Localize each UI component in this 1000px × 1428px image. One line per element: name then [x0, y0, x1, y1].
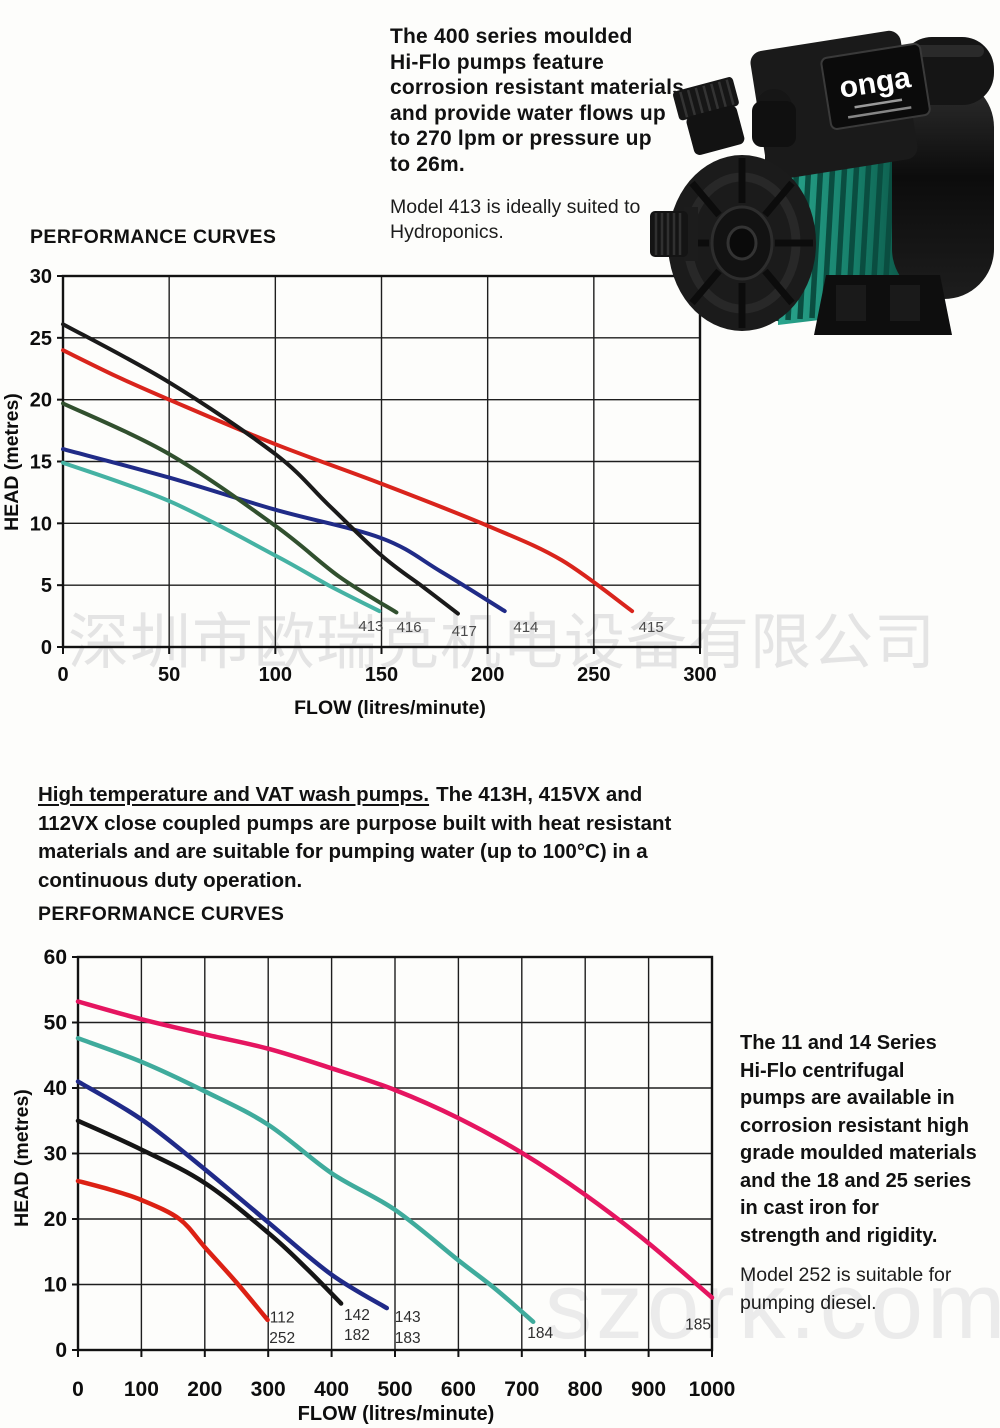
text-line: Hydroponics. [390, 221, 504, 243]
curve-112-252 [75, 1178, 270, 1323]
x-tick-label: 0 [57, 664, 68, 686]
y-tick-label: 10 [30, 513, 52, 535]
y-tick-label: 20 [30, 390, 52, 412]
curve-label-182: 182 [344, 1327, 370, 1344]
pump-suction-port [650, 207, 698, 261]
curve-184 [75, 1035, 536, 1325]
text-line: to 270 lpm or pressure up [390, 127, 652, 150]
high-temp-line-1: High temperature and VAT wash pumps. The … [38, 781, 748, 810]
text-line: materials and are suitable for pumping w… [38, 840, 648, 863]
text-line: Hi-Flo centrifugal [740, 1059, 905, 1082]
x-tick-label: 300 [251, 1378, 286, 1401]
x-axis-label: FLOW (litres/minute) [298, 1403, 495, 1425]
x-tick-label: 500 [377, 1378, 412, 1401]
text-line: to 26m. [390, 152, 465, 176]
curve-143-183 [75, 1079, 390, 1311]
curve-142-182 [75, 1118, 344, 1306]
text-line: grade moulded materials [740, 1142, 977, 1164]
intro-paragraph: The 400 series moulded Hi-Flo pumps featu… [390, 24, 720, 177]
product-photo-pump: onga [650, 30, 994, 335]
text-line: pumping diesel. [740, 1291, 877, 1314]
text-line: corrosion resistant high [740, 1114, 969, 1137]
x-tick-label: 800 [568, 1378, 603, 1401]
x-tick-label: 0 [72, 1378, 84, 1401]
y-tick-label: 60 [44, 946, 67, 969]
x-tick-label: 100 [124, 1378, 159, 1401]
curve-label-183: 183 [395, 1330, 421, 1347]
text-line: in cast iron for [740, 1197, 879, 1219]
y-tick-label: 10 [44, 1274, 67, 1297]
text-line: The 11 and 14 Series [740, 1032, 937, 1054]
y-tick-label: 30 [30, 266, 52, 288]
chart-1-title: PERFORMANCE CURVES [30, 226, 277, 248]
text-line: continuous duty operation. [38, 868, 303, 892]
x-tick-label: 900 [631, 1378, 666, 1401]
model-252-note: Model 252 is suitable for pumping diesel. [740, 1262, 1000, 1317]
text-line: and provide water flows up [390, 101, 666, 125]
curve-416 [61, 401, 399, 615]
text-line: corrosion resistant materials [390, 76, 685, 99]
y-tick-label: 0 [41, 637, 52, 659]
text-line: Model 252 is suitable for [740, 1264, 952, 1286]
pump-base-feet [814, 275, 952, 335]
curve-label-143: 143 [395, 1309, 421, 1326]
x-tick-label: 600 [441, 1378, 476, 1401]
x-tick-label: 200 [187, 1378, 222, 1401]
watermark-chinese: 深圳市欧瑞克机电设备有限公司 [68, 608, 937, 676]
onga-badge: onga [820, 42, 931, 130]
y-axis-label: HEAD (metres) [11, 1089, 33, 1227]
curve-413 [61, 460, 382, 614]
y-tick-label: 5 [41, 575, 52, 597]
x-tick-label: 400 [314, 1378, 349, 1401]
text-line: Model 413 is ideally suited to [390, 196, 641, 218]
x-axis-label: FLOW (litres/minute) [294, 697, 486, 719]
model-413-note: Model 413 is ideally suited to Hydroponic… [390, 195, 720, 245]
y-tick-label: 0 [55, 1339, 67, 1362]
text-line: Hi-Flo pumps feature [390, 50, 605, 74]
text-line: 112VX close coupled pumps are purpose bu… [38, 811, 672, 835]
pump-top-port [673, 77, 745, 155]
text-line: pumps are available in [740, 1087, 955, 1109]
curve-415 [61, 348, 635, 614]
series-paragraph: The 11 and 14 Series Hi-Flo centrifugal pu… [740, 1030, 1000, 1250]
high-temp-lead-rest: The 413H, 415VX and [436, 783, 643, 806]
y-tick-label: 50 [44, 1012, 67, 1035]
curve-label-252: 252 [269, 1330, 295, 1347]
text-line: and the 18 and 25 series [740, 1169, 972, 1192]
y-tick-label: 30 [44, 1143, 67, 1166]
y-axis-label: HEAD (metres) [1, 393, 23, 531]
y-tick-label: 25 [30, 328, 52, 350]
high-temp-lead: High temperature and VAT wash pumps. [38, 783, 430, 806]
y-tick-label: 15 [30, 452, 52, 474]
y-tick-label: 20 [44, 1208, 67, 1231]
curve-label-112: 112 [270, 1309, 295, 1326]
text-line: strength and rigidity. [740, 1224, 938, 1247]
curve-414 [61, 447, 507, 614]
high-temp-paragraph: High temperature and VAT wash pumps. The … [38, 781, 748, 895]
pump-elbow-port [752, 89, 796, 147]
x-tick-label: 700 [504, 1378, 539, 1401]
y-tick-label: 40 [44, 1077, 67, 1100]
x-tick-label: 1000 [689, 1378, 736, 1401]
text-line: The 400 series moulded [390, 25, 633, 48]
curve-417 [61, 322, 460, 616]
chart-2-title: PERFORMANCE CURVES [38, 903, 285, 925]
curve-label-142: 142 [344, 1307, 370, 1324]
